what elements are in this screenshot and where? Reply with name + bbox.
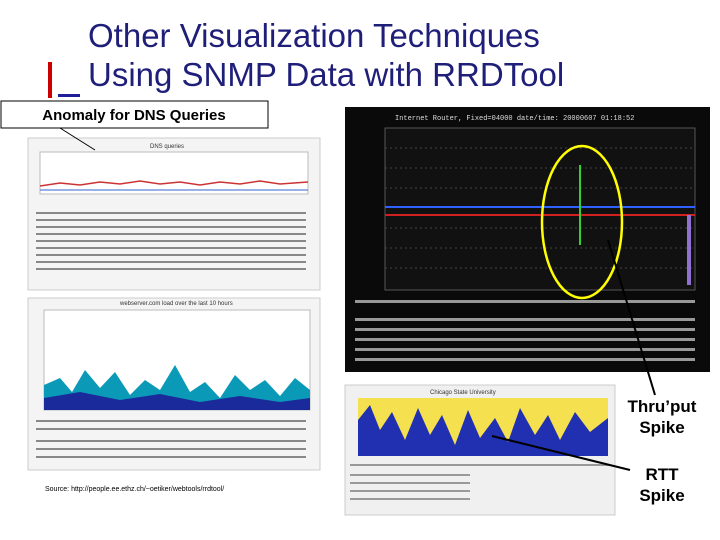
legend-rows <box>355 300 695 361</box>
load-area2 <box>44 392 310 410</box>
source: Source: http://people.ee.ethz.ch/~oetike… <box>45 486 224 493</box>
legend-rows <box>36 212 306 270</box>
anomaly-label: Anomaly for DNS Queries <box>42 107 225 124</box>
webserver-title: webserver.com load over the last 10 hour… <box>119 301 233 307</box>
router-screenshot: Internet Router, Fixed=04000 date/time: … <box>345 107 710 372</box>
dns-title: DNS queries <box>150 144 184 150</box>
legend-rows <box>36 420 306 458</box>
chicago-screenshot: Chicago State University <box>344 384 616 516</box>
router-title: Internet Router, Fixed=04000 date/time: … <box>395 115 634 123</box>
rtt-pointer <box>491 435 631 471</box>
usage-area <box>358 405 608 456</box>
rtt-label: RTT Spike <box>639 465 684 505</box>
title-line2: Using SNMP Data with RRDTool <box>88 56 564 93</box>
anomaly-pointer <box>59 127 96 151</box>
throughput-label: Thru’put Spike <box>628 397 697 437</box>
callout-word: Spike <box>639 486 684 505</box>
spike2 <box>687 215 691 285</box>
dns-line <box>39 180 309 187</box>
plot <box>384 127 696 291</box>
accent-underline <box>58 94 80 97</box>
dns-screenshot: DNS queries <box>27 137 321 291</box>
webserver-screenshot: webserver.com load over the last 10 hour… <box>27 297 321 471</box>
callout-word: Spike <box>639 418 684 437</box>
callout-word: RTT <box>645 465 679 484</box>
grid <box>385 147 695 269</box>
callout-word: Thru’put <box>628 397 697 416</box>
accent-bar <box>48 62 52 98</box>
spike-circle <box>540 144 624 300</box>
anomaly-box <box>0 100 269 129</box>
plot <box>39 151 309 195</box>
throughput-pointer <box>607 239 656 396</box>
chicago-title: Chicago State University <box>430 390 496 396</box>
legend-rows <box>350 464 610 500</box>
title-line1: Other Visualization Techniques <box>88 17 540 54</box>
